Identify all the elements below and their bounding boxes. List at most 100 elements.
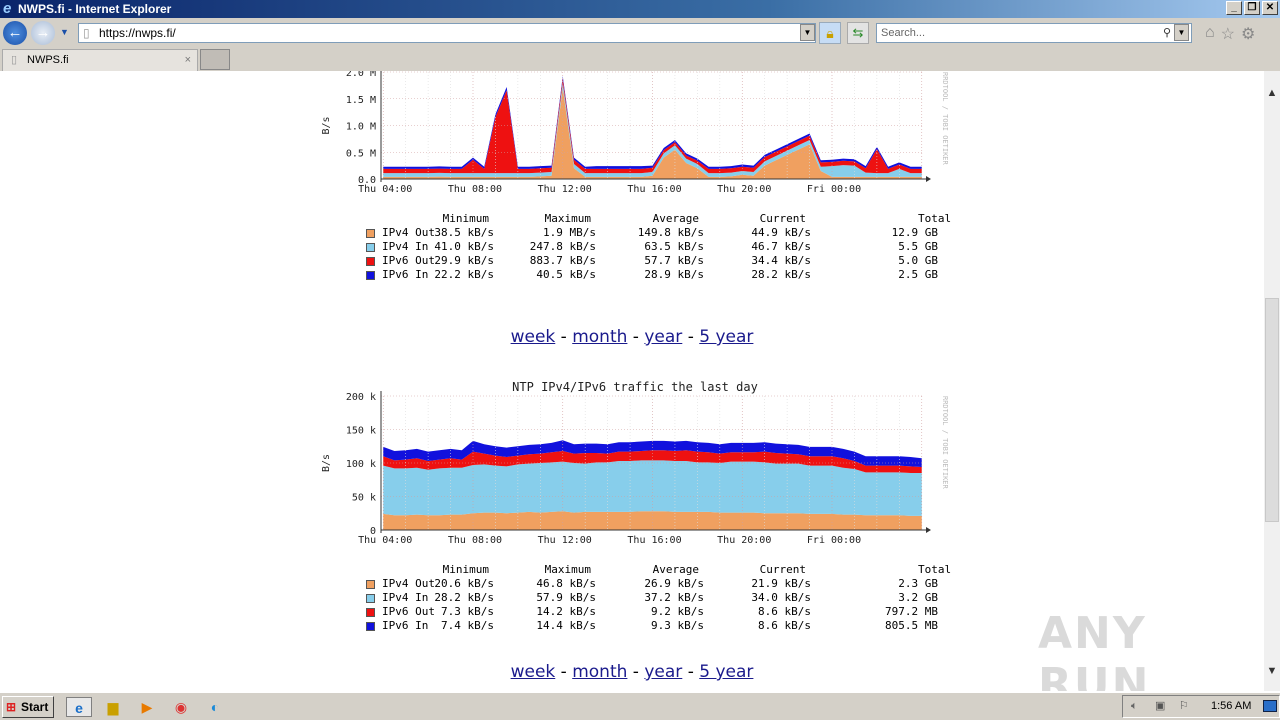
legend-swatch xyxy=(366,608,375,617)
link-5-year[interactable]: 5 year xyxy=(699,662,754,682)
legend-stat: 14.4 kB/s xyxy=(536,619,596,632)
separator: - xyxy=(682,662,700,682)
legend-series-name: IPv4 Out xyxy=(382,226,435,239)
legend-header-average: Average xyxy=(652,563,699,576)
link-week[interactable]: week xyxy=(510,662,556,682)
legend-series-name: IPv6 In xyxy=(382,268,429,281)
new-tab-button[interactable] xyxy=(200,49,230,70)
x-tick-label: Thu 16:00 xyxy=(627,535,681,546)
action-center-flag-icon[interactable]: ⚐ xyxy=(1179,700,1189,712)
legend-stat: 38.5 kB/s xyxy=(434,226,494,239)
anyrun-watermark: ANY RUN xyxy=(1038,608,1151,691)
separator: - xyxy=(555,662,573,682)
rrdtool-watermark: RRDTOOL / TOBI OETIKER xyxy=(941,72,949,166)
scroll-down-arrow[interactable]: ▼ xyxy=(1266,665,1278,677)
edge-icon[interactable]: ◐ xyxy=(210,699,220,715)
legend-swatch xyxy=(366,243,375,252)
link-year[interactable]: year xyxy=(644,327,683,347)
navigation-bar: ← → ▼ ▯ https://nwps.fi/ ▼ 🔒︎ ⇆ Search..… xyxy=(0,18,1280,48)
search-input[interactable]: Search... ⚲ xyxy=(876,23,1192,43)
legend-series-name: IPv6 Out xyxy=(382,254,435,267)
ntp-traffic-chart: 0 50 k 100 k 150 k 200 k Thu 04:00 Thu 08:00 Th… xyxy=(321,380,949,546)
legend-header-current: Current xyxy=(759,563,806,576)
maximize-button[interactable]: ❐ xyxy=(1244,1,1260,15)
legend-stat: 883.7 kB/s xyxy=(529,254,596,267)
area-ipv6_in xyxy=(383,76,922,169)
x-tick-label: Thu 08:00 xyxy=(448,184,502,195)
forward-button[interactable]: → xyxy=(31,21,55,45)
minimize-button[interactable]: _ xyxy=(1226,1,1242,15)
lock-icon[interactable]: 🔒︎ xyxy=(819,22,841,44)
area-ipv6_out xyxy=(383,78,922,174)
ie-logo-icon: e xyxy=(3,0,12,17)
legend-stat: 2.3 GB xyxy=(898,577,938,590)
legend-swatch xyxy=(366,622,375,631)
x-axis-arrow xyxy=(926,176,931,182)
legend-stat: 46.7 kB/s xyxy=(751,240,811,253)
scroll-thumb[interactable] xyxy=(1265,298,1279,522)
legend-stat: 7.4 kB/s xyxy=(441,619,494,632)
x-axis-arrow xyxy=(926,527,931,533)
tab-nwps[interactable]: ▯ NWPS.fi × xyxy=(2,49,198,71)
recent-pages-dropdown-icon[interactable]: ▼ xyxy=(60,27,69,37)
legend-stat: 805.5 MB xyxy=(885,619,938,632)
chrome-icon[interactable]: ◉ xyxy=(174,699,188,715)
link-year[interactable]: year xyxy=(644,662,683,682)
legend-stat: 28.2 kB/s xyxy=(434,591,494,604)
legend-stat: 26.9 kB/s xyxy=(644,577,704,590)
address-dropdown-button[interactable]: ▼ xyxy=(800,24,815,41)
x-tick-label: Fri 00:00 xyxy=(807,184,861,195)
legend-stat: 247.8 kB/s xyxy=(529,240,596,253)
legend-header-maximum: Maximum xyxy=(544,563,591,576)
vertical-scrollbar[interactable]: ▲ ▼ xyxy=(1264,71,1280,691)
legend-stat: 34.0 kB/s xyxy=(751,591,811,604)
y-tick-label: 2.0 M xyxy=(346,71,376,79)
tab-close-icon[interactable]: × xyxy=(184,54,191,66)
x-tick-label: Thu 04:00 xyxy=(358,184,412,195)
y-tick-label: 0.0 xyxy=(358,175,376,186)
windows-logo-icon: ⊞ xyxy=(6,700,17,714)
clock[interactable]: 1:56 AM xyxy=(1211,700,1252,712)
legend-header-minimum: Minimum xyxy=(442,563,489,576)
separator: - xyxy=(627,662,645,682)
network-icon[interactable]: ▣ xyxy=(1155,700,1166,712)
explorer-folder-icon[interactable]: ▆ xyxy=(107,699,119,715)
media-player-icon[interactable]: ▶ xyxy=(141,699,153,715)
legend-header-current: Current xyxy=(759,212,806,225)
favorites-star-icon[interactable]: ☆ xyxy=(1220,26,1236,43)
search-icon[interactable]: ⚲ xyxy=(1162,27,1171,39)
link-5-year[interactable]: 5 year xyxy=(699,327,754,347)
y-tick-label: 1.0 M xyxy=(346,122,376,133)
y-tick-label: 150 k xyxy=(346,426,376,437)
link-week[interactable]: week xyxy=(510,327,556,347)
search-dropdown-button[interactable]: ▼ xyxy=(1174,24,1189,41)
system-tray: 🔈︎ ▣ ⚐ 1:56 AM xyxy=(1122,695,1280,718)
show-desktop-icon[interactable] xyxy=(1263,700,1277,712)
link-month[interactable]: month xyxy=(572,662,628,682)
scroll-up-arrow[interactable]: ▲ xyxy=(1266,87,1278,99)
x-tick-label: Thu 12:00 xyxy=(538,535,592,546)
legend-series-name: IPv6 In xyxy=(382,619,429,632)
close-button[interactable]: ✕ xyxy=(1262,1,1278,15)
start-button[interactable]: ⊞ Start xyxy=(2,696,54,718)
link-month[interactable]: month xyxy=(572,327,628,347)
volume-icon[interactable]: 🔈︎ xyxy=(1131,700,1138,712)
back-button[interactable]: ← xyxy=(3,21,27,45)
separator: - xyxy=(682,327,700,347)
ie-taskbar-icon[interactable]: e xyxy=(66,697,92,717)
legend-swatch xyxy=(366,594,375,603)
legend-stat: 44.9 kB/s xyxy=(751,226,811,239)
home-icon[interactable]: ⌂ xyxy=(1205,24,1215,41)
settings-gear-icon[interactable]: ⚙ xyxy=(1241,26,1256,43)
legend-stat: 2.5 GB xyxy=(898,268,938,281)
area-ipv6_in xyxy=(383,440,922,468)
y-tick-label: 200 k xyxy=(346,392,376,403)
address-bar[interactable]: ▯ https://nwps.fi/ xyxy=(78,23,816,43)
x-tick-label: Thu 04:00 xyxy=(358,535,412,546)
legend-swatch xyxy=(366,229,375,238)
legend-header-total: Total xyxy=(918,563,952,576)
compatibility-refresh-button[interactable]: ⇆ xyxy=(847,22,869,44)
legend-stat: 41.0 kB/s xyxy=(434,240,494,253)
legend-stat: 28.9 kB/s xyxy=(644,268,704,281)
period-links-ntp: week - month - year - 5 year xyxy=(0,662,1264,682)
